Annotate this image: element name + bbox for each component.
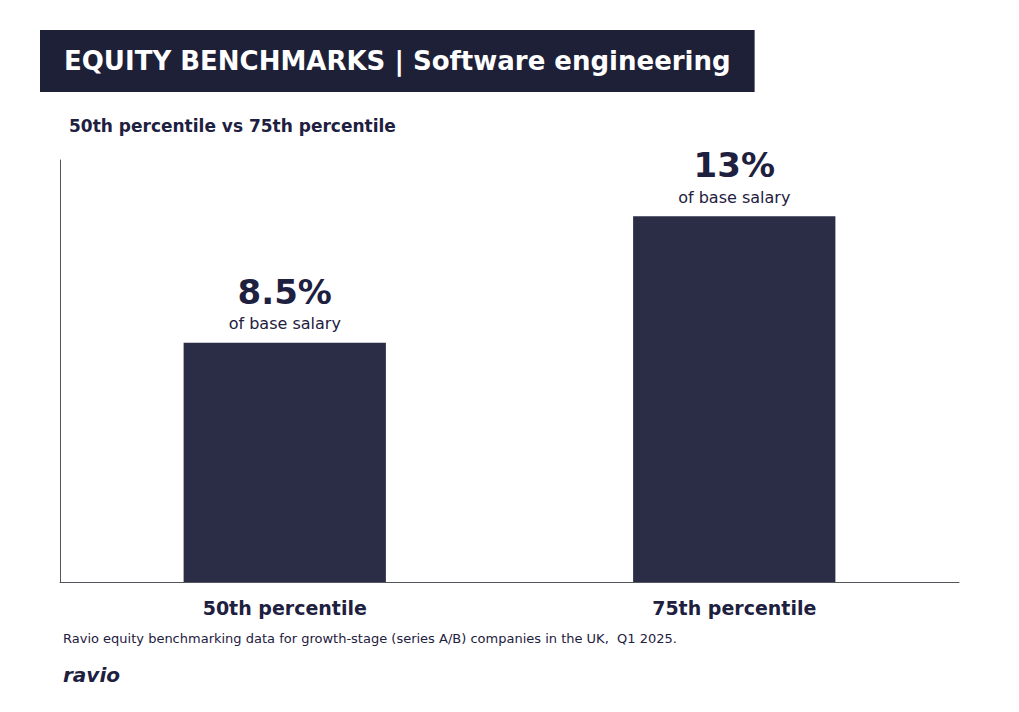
svg-text:8.5%: 8.5%	[238, 272, 332, 312]
svg-text:50th percentile vs 75th percen: 50th percentile vs 75th percentile	[69, 116, 396, 136]
svg-text:13%: 13%	[694, 145, 775, 185]
svg-text:50th percentile: 50th percentile	[203, 597, 367, 619]
svg-text:of base salary: of base salary	[678, 188, 790, 207]
svg-text:ravio: ravio	[63, 663, 120, 687]
svg-text:75th percentile: 75th percentile	[652, 597, 816, 619]
svg-text:Ravio equity benchmarking data: Ravio equity benchmarking data for growt…	[63, 631, 677, 646]
svg-text:of base salary: of base salary	[229, 314, 341, 333]
svg-text:EQUITY BENCHMARKS | Software e: EQUITY BENCHMARKS | Software engineering	[64, 46, 731, 77]
